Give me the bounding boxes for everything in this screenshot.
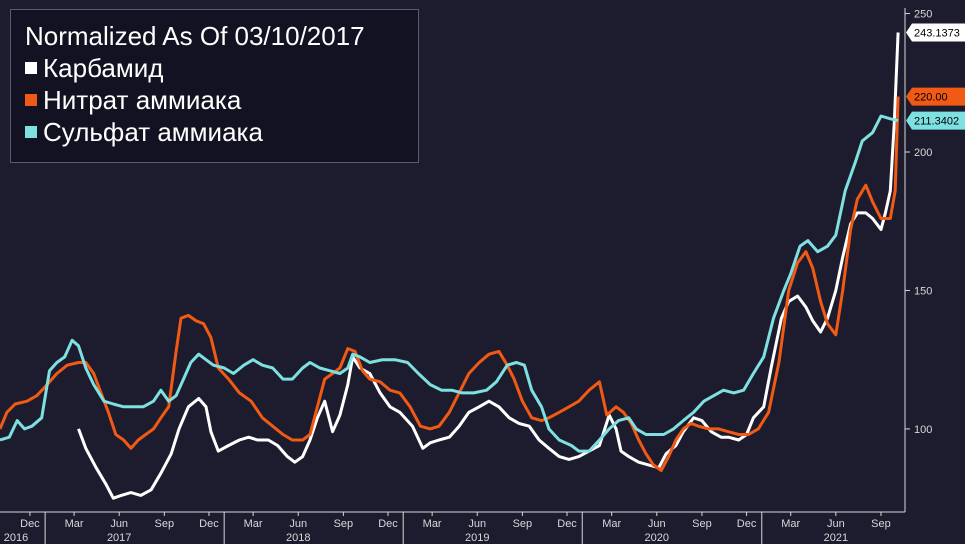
end-value-label: 220.00 [914, 92, 948, 104]
x-tick-label: Dec [20, 518, 40, 530]
x-year-label: 2020 [645, 532, 669, 544]
legend-item-urea: Карбамид [25, 52, 404, 84]
x-tick-label: Mar [781, 518, 800, 530]
x-tick-label: Jun [110, 518, 128, 530]
end-value-tag-bg [906, 87, 965, 106]
series-line-1 [0, 96, 900, 472]
x-tick-label: Dec [378, 518, 398, 530]
x-tick-label: Mar [423, 518, 442, 530]
x-tick-label: Sep [155, 518, 175, 530]
y-tick-label: 200 [914, 147, 932, 159]
x-year-label: 2021 [824, 532, 848, 544]
legend-label: Сульфат аммиака [43, 117, 263, 147]
end-value-label: 211.3402 [914, 116, 959, 128]
x-axis: Dec Mar Jun Sep Dec Mar Jun Sep Dec Mar Jun Sep Dec M… [0, 511, 905, 544]
x-tick-label: Sep [334, 518, 354, 530]
series-line-0 [77, 32, 900, 500]
y-tick-label: 150 [914, 285, 932, 297]
x-tick-label: Dec [737, 518, 757, 530]
legend-swatch [25, 94, 37, 106]
legend-swatch [25, 62, 37, 74]
x-tick-label: Mar [244, 518, 263, 530]
x-tick-label: Jun [468, 518, 486, 530]
x-tick-label: Mar [65, 518, 84, 530]
x-tick-label: Jun [648, 518, 666, 530]
end-value-tag-bg [906, 111, 965, 130]
legend-label: Нитрат аммиака [43, 85, 242, 115]
x-tick-label: Dec [557, 518, 577, 530]
legend-item-ammonium-nitrate: Нитрат аммиака [25, 84, 404, 116]
legend-swatch [25, 126, 37, 138]
legend-label: Карбамид [43, 53, 164, 83]
end-value-tag: 243.1373 [906, 23, 965, 42]
x-tick-label: Jun [827, 518, 845, 530]
end-value-tag-bg [906, 23, 965, 42]
end-value-tag: 220.00 [906, 87, 965, 106]
plot-area [0, 32, 900, 500]
x-tick-label: Jun [289, 518, 307, 530]
series-end-labels: 243.1373 220.00 211.3402 [906, 23, 965, 130]
y-tick-label: 250 [914, 9, 932, 21]
end-value-tag: 211.3402 [906, 111, 965, 130]
chart-legend: Normalized As Of 03/10/2017 Карбамид Нит… [10, 9, 419, 163]
x-year-label: 2016 [4, 532, 28, 544]
x-tick-label: Sep [513, 518, 533, 530]
x-year-label: 2019 [465, 532, 489, 544]
x-tick-label: Dec [199, 518, 219, 530]
x-tick-label: Mar [602, 518, 621, 530]
end-value-label: 243.1373 [914, 28, 960, 40]
y-axis: 100 150 200 250 [904, 8, 932, 512]
legend-item-ammonium-sulfate: Сульфат аммиака [25, 116, 404, 148]
series-line-2 [0, 114, 899, 453]
x-year-label: 2017 [107, 532, 131, 544]
y-tick-label: 100 [914, 424, 932, 436]
x-year-label: 2018 [286, 532, 310, 544]
chart-title: Normalized As Of 03/10/2017 [25, 21, 365, 51]
x-tick-label: Sep [871, 518, 891, 530]
x-tick-label: Sep [692, 518, 712, 530]
